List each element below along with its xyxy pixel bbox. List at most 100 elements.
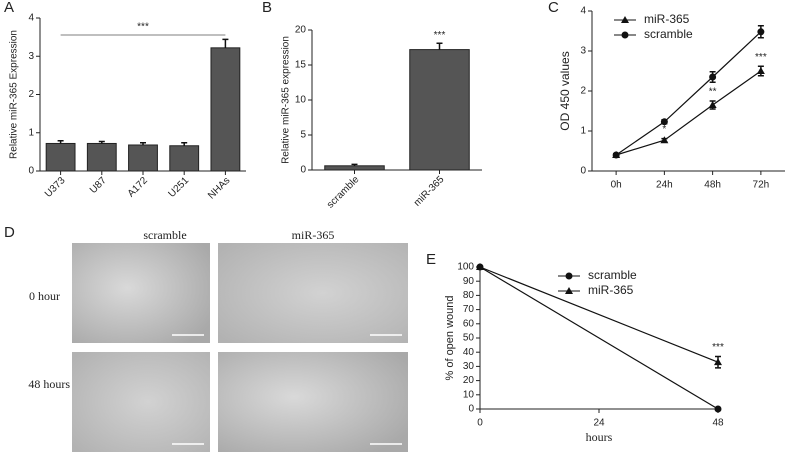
x-tick-label: 72h	[753, 180, 770, 191]
y-tick-label: 15	[295, 60, 307, 71]
micrograph	[72, 352, 210, 452]
marker	[660, 118, 668, 126]
y-tick-label: 0	[468, 404, 474, 415]
panel-label: B	[262, 0, 272, 16]
series-line	[479, 266, 719, 410]
y-tick-label: 100	[457, 262, 474, 273]
marker	[709, 73, 717, 81]
row-label: 0 hour	[29, 289, 60, 303]
legend-label: miR-365	[644, 12, 690, 26]
y-tick-label: 5	[300, 130, 306, 141]
y-tick-label: 40	[463, 347, 475, 358]
marker	[708, 101, 717, 108]
marker	[714, 358, 722, 366]
x-axis-label: hours	[586, 430, 613, 444]
panel-label: A	[4, 0, 14, 16]
annotation: *	[662, 124, 666, 135]
y-tick-label: 1	[28, 127, 34, 138]
bar	[409, 49, 470, 171]
x-tick-label: A172	[126, 175, 151, 200]
annotation: ***	[712, 342, 724, 353]
x-tick-label: miR-365	[412, 174, 447, 209]
error-bar	[98, 140, 105, 144]
series-line	[615, 70, 762, 156]
legend-label: scramble	[588, 268, 637, 282]
y-tick-label: 2	[28, 89, 34, 100]
y-tick-label: 0	[28, 166, 34, 177]
micrograph	[72, 243, 210, 343]
x-tick-label: U373	[43, 175, 68, 200]
bar	[169, 145, 200, 172]
column-label: miR-365	[292, 228, 335, 242]
y-axis-label: Relative miR-365 expression	[281, 36, 292, 164]
x-tick-label: 24h	[656, 180, 673, 191]
bar	[210, 47, 241, 172]
x-tick-label: 24	[593, 418, 605, 429]
error-bar	[222, 38, 229, 48]
x-tick-label: 0	[477, 418, 483, 429]
marker	[714, 405, 722, 413]
marker	[565, 287, 573, 294]
series-line	[479, 266, 719, 363]
x-tick-label: NHAs	[206, 175, 232, 201]
y-tick-label: 3	[580, 46, 586, 57]
panel-label: C	[548, 0, 559, 16]
y-tick-label: 0	[300, 165, 306, 176]
y-tick-label: 10	[463, 389, 475, 400]
error-bar	[57, 140, 64, 144]
error-bar	[351, 163, 358, 166]
column-label: scramble	[143, 228, 186, 242]
annotation: ***	[137, 22, 149, 33]
y-tick-label: 70	[463, 304, 475, 315]
bar	[324, 165, 385, 171]
annotation: ***	[755, 52, 767, 63]
y-tick-label: 10	[295, 95, 307, 106]
panel-label: D	[4, 224, 15, 241]
marker	[756, 67, 765, 74]
marker	[621, 16, 629, 23]
y-tick-label: 60	[463, 318, 475, 329]
bar	[86, 142, 117, 172]
y-tick-label: 4	[580, 6, 586, 17]
y-tick-label: 4	[28, 13, 34, 24]
x-tick-label: U251	[167, 175, 192, 200]
marker	[612, 151, 620, 159]
marker	[565, 272, 573, 280]
y-tick-label: 20	[463, 375, 475, 386]
x-tick-label: 48h	[704, 180, 721, 191]
y-tick-label: 3	[28, 51, 34, 62]
marker	[476, 263, 484, 270]
x-tick-label: U87	[88, 175, 109, 196]
micrograph	[218, 243, 408, 343]
y-axis-label: Relative miR-365 Expression	[9, 30, 20, 159]
y-tick-label: 20	[295, 25, 307, 36]
annotation: ***	[434, 30, 446, 41]
marker	[621, 31, 629, 39]
x-tick-label: 48	[712, 418, 724, 429]
row-label: 48 hours	[28, 377, 70, 391]
y-axis-label: % of open wound	[444, 295, 456, 380]
y-axis-label: OD 450 values	[558, 51, 572, 130]
x-tick-label: 0h	[611, 180, 622, 191]
y-tick-label: 50	[463, 333, 475, 344]
x-tick-label: scramble	[325, 174, 362, 211]
y-tick-label: 1	[580, 126, 586, 137]
legend-label: scramble	[644, 27, 693, 41]
error-bar	[140, 141, 146, 145]
y-tick-label: 0	[580, 166, 586, 177]
y-tick-label: 30	[463, 361, 475, 372]
legend-label: miR-365	[588, 283, 634, 297]
panel-label: E	[426, 251, 436, 268]
y-tick-label: 80	[463, 290, 475, 301]
micrograph	[218, 352, 408, 452]
marker	[660, 136, 669, 144]
bar	[45, 142, 76, 172]
y-tick-label: 90	[463, 276, 475, 287]
series-line	[615, 31, 762, 156]
annotation: **	[709, 87, 717, 98]
panel-d: D scramble miR-365 0 hour 48 hours	[4, 224, 408, 452]
y-tick-label: 2	[580, 86, 586, 97]
marker	[757, 28, 765, 36]
bar	[128, 144, 158, 172]
